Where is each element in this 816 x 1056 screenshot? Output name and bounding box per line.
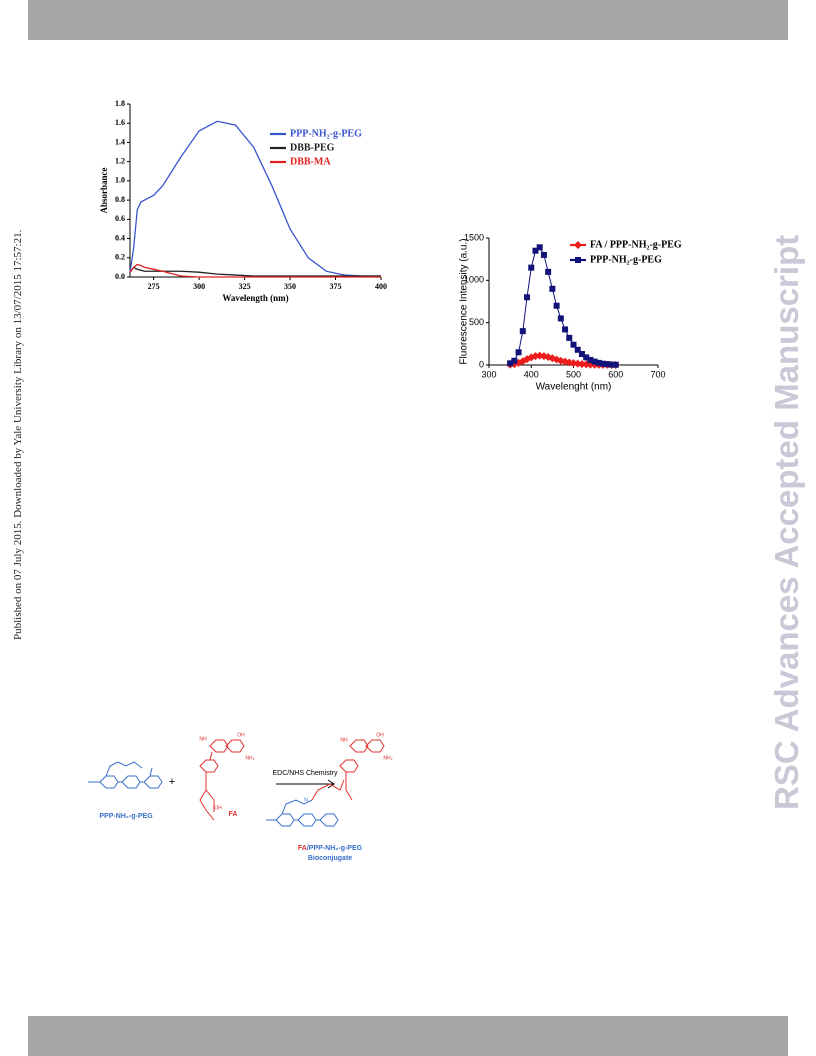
header-bar	[28, 0, 788, 40]
y-tick-label: 1500	[464, 232, 484, 242]
x-tick-label: 325	[239, 282, 251, 291]
plus-sign: +	[169, 776, 175, 788]
marker	[612, 361, 619, 368]
marker	[507, 360, 514, 367]
marker	[604, 361, 611, 368]
x-axis-label: Wavelength (nm)	[222, 293, 288, 303]
footer-bar	[28, 1016, 788, 1056]
marker	[515, 349, 522, 356]
atom-label: NH	[199, 736, 207, 742]
atom-label: NH₂	[245, 755, 254, 761]
marker	[553, 302, 560, 309]
x-tick-label: 500	[566, 369, 581, 379]
marker	[583, 354, 590, 361]
x-tick-label: 300	[481, 369, 496, 379]
y-tick-label: 0.8	[115, 195, 125, 204]
x-tick-label: 275	[148, 282, 160, 291]
legend-marker	[575, 257, 581, 263]
x-tick-label: 400	[524, 369, 539, 379]
product-label-main: /PPP-NH₂-g-PEG	[307, 845, 363, 852]
atom-label: OH	[214, 805, 222, 811]
product-sublabel: Bioconjugate	[308, 855, 352, 862]
legend-marker	[574, 241, 582, 249]
series-line	[129, 263, 381, 278]
marker	[545, 268, 552, 275]
legend-label: DBB-PEG	[290, 142, 335, 153]
chart: 0 500 1000 1500 300 400 500 600 700 Wavelenght (n…	[459, 232, 682, 392]
marker	[549, 285, 556, 292]
arrow-label: EDC/NHS Chemistry	[273, 770, 338, 777]
marker	[595, 359, 602, 366]
x-tick-label: 300	[193, 282, 205, 291]
legend-label: DBB-MA	[290, 156, 331, 167]
y-tick-label: 0.6	[115, 214, 125, 223]
y-tick-label: 1.2	[115, 156, 125, 165]
y-tick-label: 0	[479, 359, 484, 369]
marker	[562, 326, 569, 333]
y-tick-label: 0.0	[115, 272, 125, 281]
marker	[524, 294, 531, 301]
x-axis-label: Wavelenght (nm)	[536, 382, 612, 393]
y-tick-label: 500	[469, 317, 484, 327]
legend-label: PPP-NH₂-g-PEG	[290, 128, 362, 139]
x-tick-label: 600	[608, 369, 623, 379]
atom-label: OH	[376, 732, 384, 738]
atom-label: NH₂	[383, 755, 392, 761]
y-tick-label: 1.6	[115, 118, 125, 127]
y-axis-label: Fluorescence Intensity (a.u.)	[459, 238, 470, 364]
y-tick-label: 1.0	[115, 176, 125, 185]
scheme-labels: PPP-NH₂-g-PEG + FA EDC/NHS Chemistry FA/PPP-…	[99, 732, 392, 862]
marker	[536, 244, 543, 251]
x-tick-label: 700	[650, 369, 665, 379]
chart: 0.0 0.2 0.4 0.6 0.8 1.0 1.2 1.4 1.6 1.8 275 300 325 3…	[99, 99, 387, 303]
y-tick-label: 1000	[464, 275, 484, 285]
marker	[578, 350, 585, 357]
legend-label: FA / PPP-NH₂-g-PEG	[590, 239, 682, 250]
marker	[591, 358, 598, 365]
y-tick-label: 0.2	[115, 253, 125, 262]
atom-label: N	[304, 797, 308, 803]
y-tick-label: 1.4	[115, 137, 125, 146]
marker	[532, 247, 539, 254]
y-tick-label: 0.4	[115, 233, 125, 242]
marker	[540, 251, 547, 258]
marker	[511, 357, 518, 364]
marker	[519, 328, 526, 335]
reactant-label: PPP-NH₂-g-PEG	[99, 813, 153, 820]
product-label: FA/PPP-NH₂-g-PEG	[298, 845, 363, 852]
series-line	[129, 120, 381, 277]
atom-label: NH	[340, 737, 348, 743]
legend-label: PPP-NH₂-g-PEG	[590, 254, 662, 265]
scheme-drawing	[88, 739, 385, 827]
atom-label: OH	[237, 732, 245, 738]
x-tick-label: 400	[375, 282, 387, 291]
series-line	[129, 266, 381, 277]
marker	[600, 360, 607, 367]
x-tick-label: 375	[330, 282, 342, 291]
marker	[587, 356, 594, 363]
fa-label: FA	[229, 811, 238, 818]
marker	[566, 334, 573, 341]
product-label-prefix: FA	[298, 845, 307, 852]
x-tick-label: 350	[284, 282, 296, 291]
marker	[570, 341, 577, 348]
marker	[574, 346, 581, 353]
marker	[557, 315, 564, 322]
marker	[608, 361, 615, 368]
marker	[528, 264, 535, 271]
y-axis-label: Absorbance	[99, 167, 109, 213]
y-tick-label: 1.8	[115, 99, 125, 108]
